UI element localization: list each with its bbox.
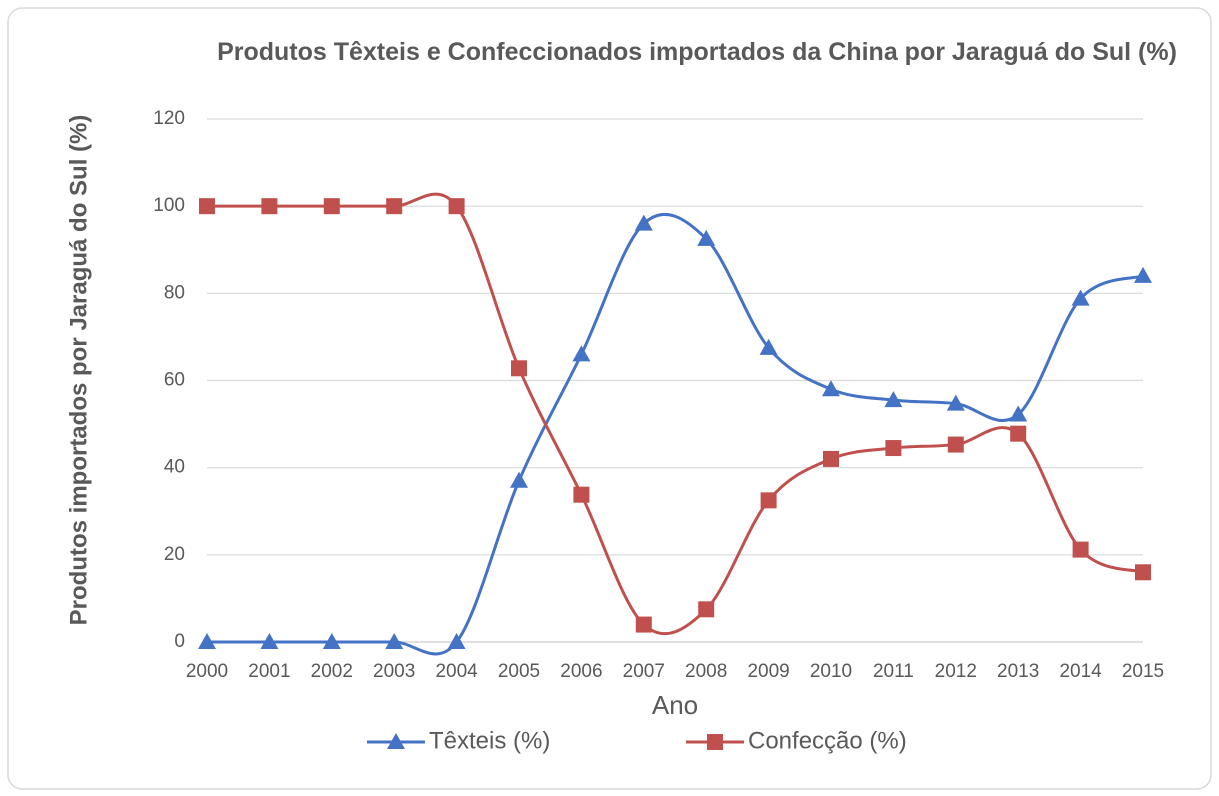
data-point [1072, 541, 1089, 558]
x-tick-label: 2013 [997, 661, 1039, 682]
x-tick-label: 2001 [248, 661, 290, 682]
data-point [1009, 405, 1028, 422]
data-point [1071, 289, 1090, 306]
data-point [760, 492, 777, 509]
y-tick-label: 60 [164, 370, 185, 391]
data-point [322, 633, 341, 649]
data-point [759, 338, 778, 355]
x-tick-label: 2005 [498, 661, 540, 682]
x-tick-label: 2014 [1059, 661, 1102, 682]
data-point [323, 198, 340, 215]
x-tick-label: 2000 [186, 661, 228, 682]
data-point [946, 394, 965, 411]
y-tick-label: 40 [164, 457, 185, 478]
data-point [884, 391, 903, 408]
data-point [947, 436, 964, 453]
data-point [634, 214, 653, 231]
data-point [572, 345, 591, 362]
data-point [385, 633, 404, 649]
x-tick-label: 2006 [560, 661, 602, 682]
data-point [635, 616, 652, 633]
legend-marker [387, 733, 405, 749]
data-point [198, 633, 216, 649]
x-tick-label: 2012 [935, 661, 977, 682]
data-point [697, 229, 716, 246]
y-tick-label: 0 [174, 631, 185, 652]
data-point [1135, 564, 1151, 581]
legend-marker [707, 734, 723, 750]
y-tick-label: 20 [164, 544, 185, 565]
data-point [1010, 425, 1027, 442]
x-tick-label: 2004 [435, 661, 478, 682]
data-point [199, 198, 215, 215]
y-tick-label: 100 [153, 195, 185, 216]
x-tick-label: 2002 [311, 661, 353, 682]
data-point [260, 633, 279, 649]
data-point [823, 450, 839, 467]
x-tick-label: 2007 [623, 661, 665, 682]
data-point [510, 471, 528, 488]
chart-border [7, 7, 1212, 790]
data-point [573, 486, 590, 503]
data-point [1134, 266, 1152, 283]
data-point [447, 633, 466, 649]
y-tick-label: 80 [164, 282, 185, 303]
data-point [885, 440, 902, 457]
data-point [822, 380, 840, 397]
x-tick-label: 2009 [747, 661, 789, 682]
data-point [698, 601, 715, 618]
x-tick-label: 2003 [373, 661, 415, 682]
x-tick-label: 2011 [873, 661, 914, 682]
y-axis-label: Produtos importados por Jaraguá do Sul (… [65, 115, 92, 626]
legend-label: Confecção (%) [748, 727, 907, 754]
data-point [261, 198, 278, 215]
x-tick-label: 2015 [1122, 661, 1164, 682]
legend-label: Têxteis (%) [429, 727, 550, 754]
y-tick-label: 120 [153, 108, 185, 129]
data-point [448, 198, 465, 215]
data-point [511, 360, 527, 377]
chart-title: Produtos Têxteis e Confeccionados import… [217, 38, 1177, 66]
data-point [386, 198, 403, 215]
x-tick-label: 2008 [685, 661, 727, 682]
x-tick-label: 2010 [810, 661, 852, 682]
x-axis-label: Ano [652, 690, 698, 720]
